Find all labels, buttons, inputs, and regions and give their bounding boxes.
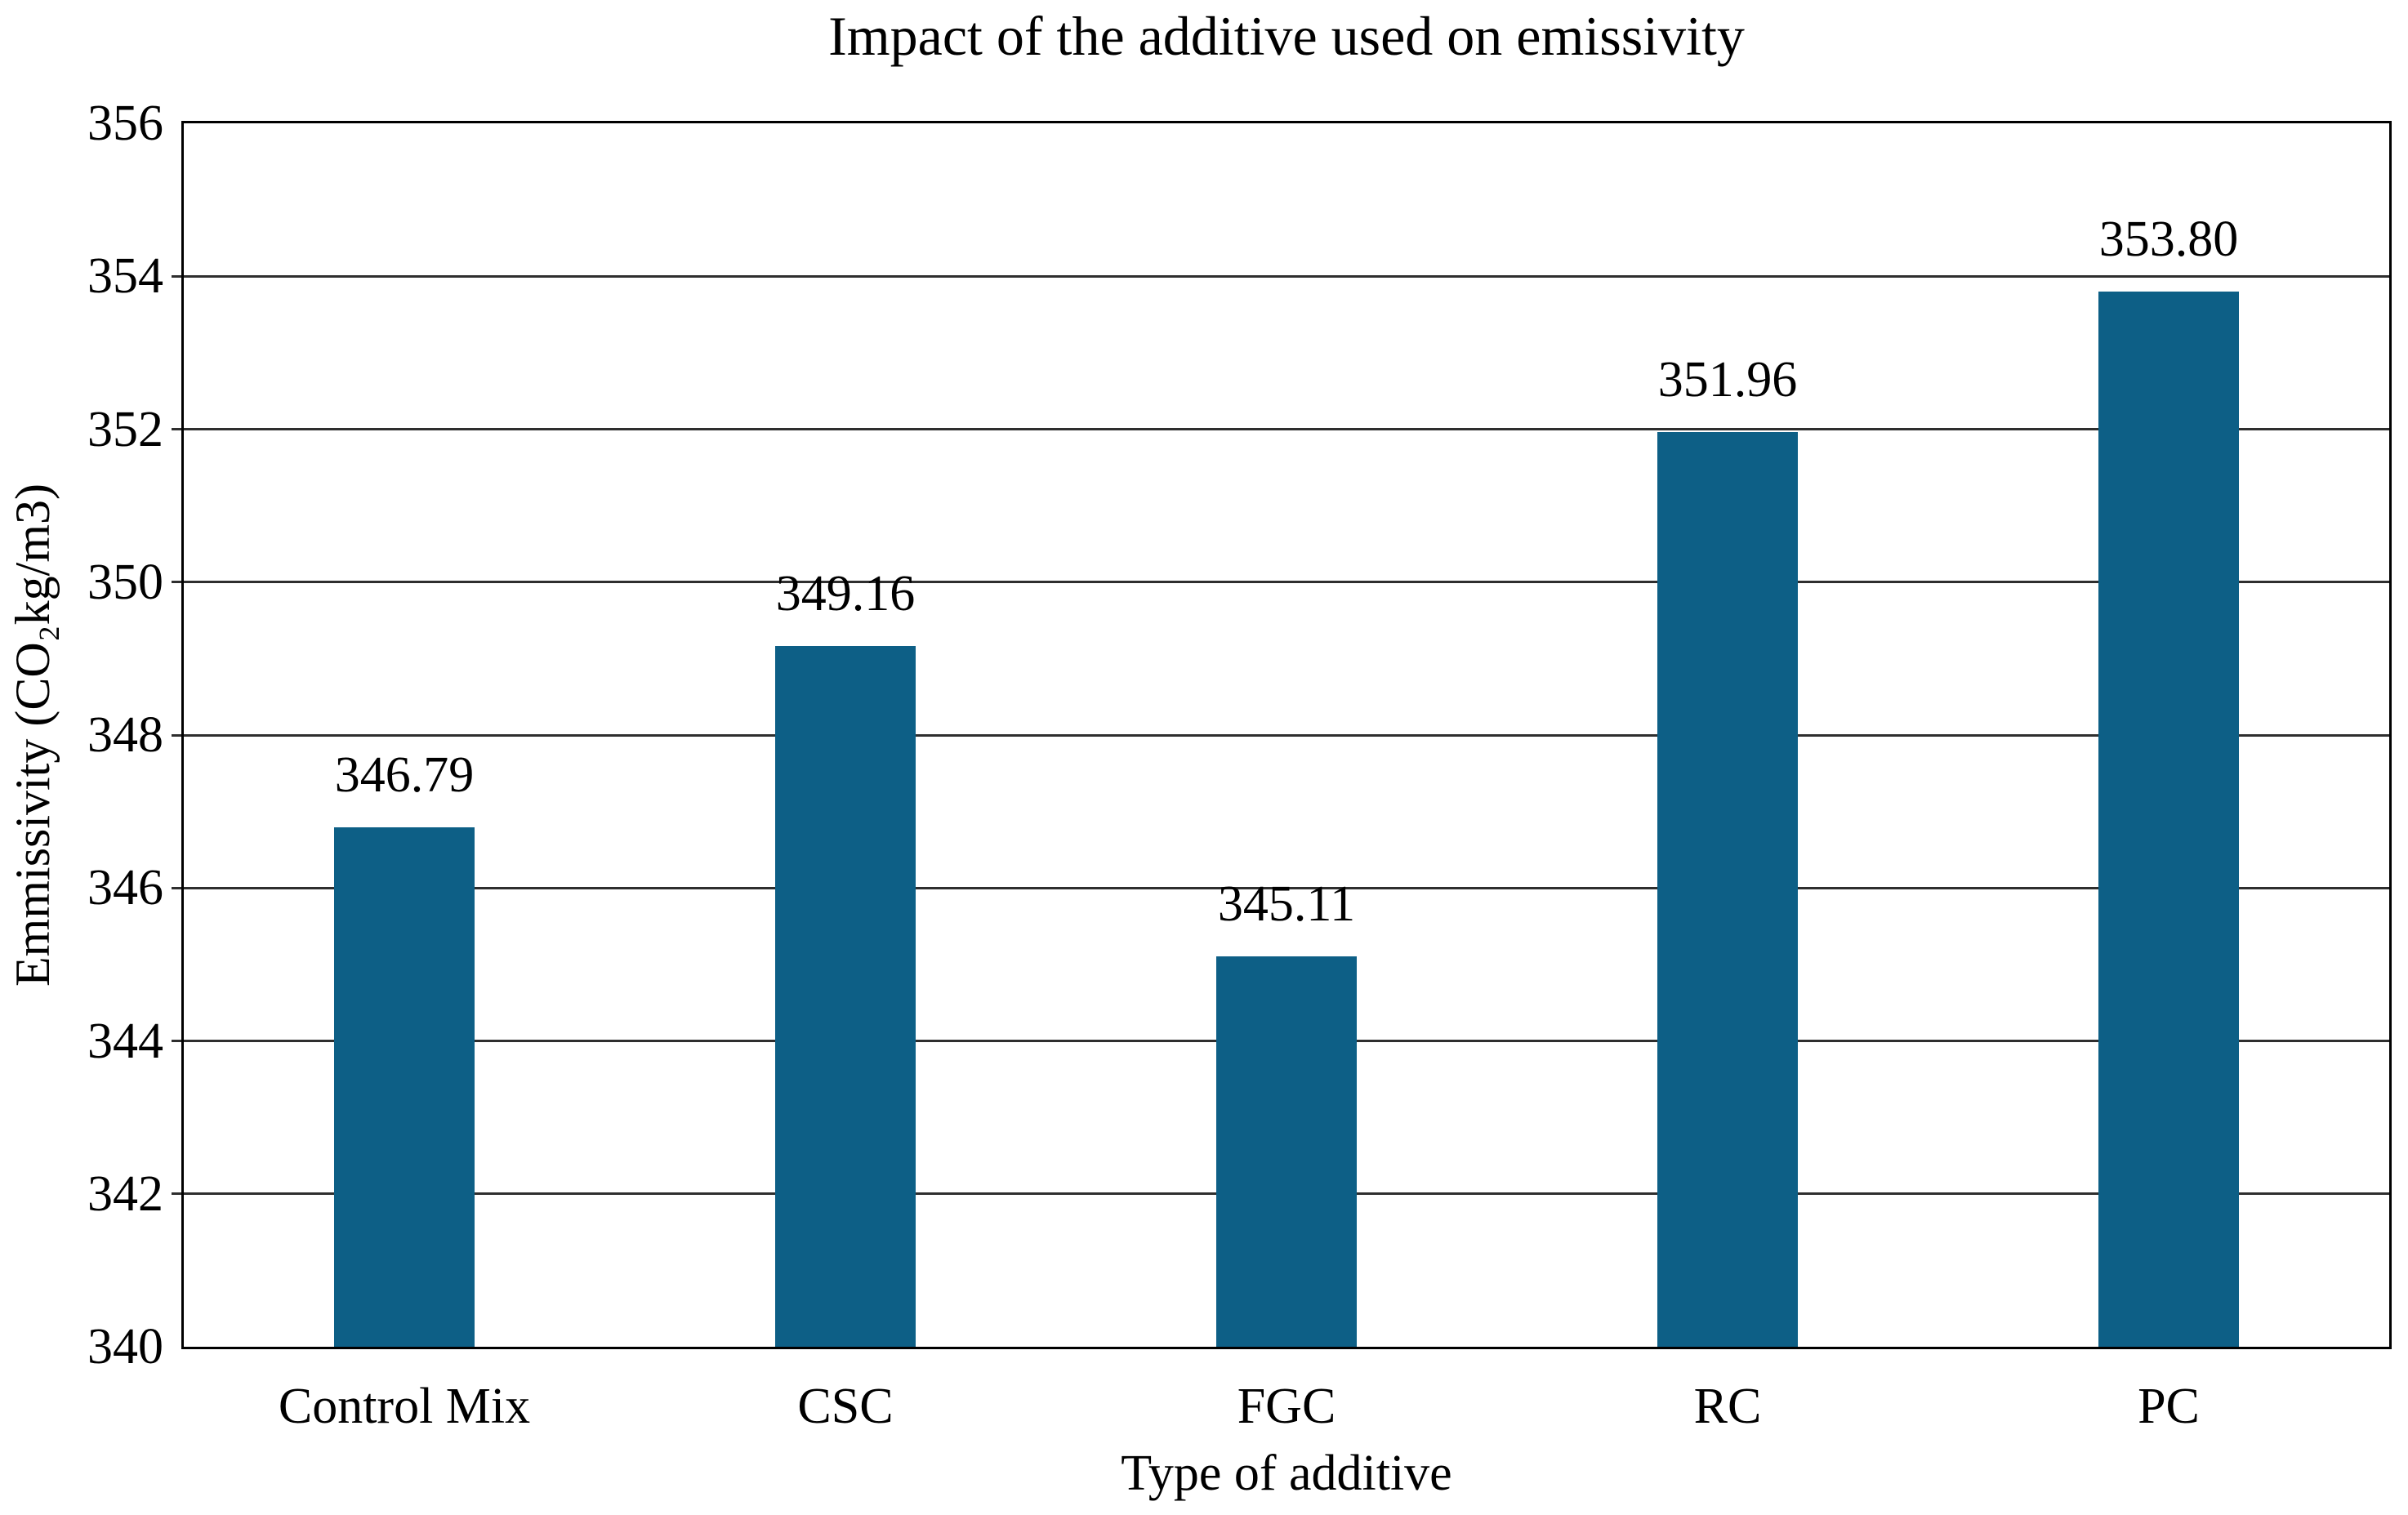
y-axis-tick-mark — [172, 581, 181, 584]
y-tick-label: 356 — [87, 96, 163, 151]
y-axis-tick-mark — [172, 428, 181, 430]
bar-value-label: 351.96 — [1657, 352, 1798, 408]
y-axis-tick-mark — [172, 1192, 181, 1196]
y-axis-tick-mark — [172, 274, 181, 278]
y-tick-label: 348 — [87, 707, 163, 763]
y-tick-label: 340 — [87, 1319, 163, 1375]
y-tick-label: 342 — [87, 1165, 163, 1222]
gridline — [184, 581, 2389, 584]
y-axis-tick-mark — [172, 733, 181, 737]
x-tick-label: Control Mix — [278, 1379, 531, 1434]
y-tick-label: 346 — [87, 860, 163, 916]
bar-value-label: 346.79 — [334, 747, 475, 804]
gridline — [184, 428, 2389, 430]
x-tick-label: CSC — [797, 1379, 894, 1434]
bar-value-label: 353.80 — [2098, 211, 2239, 267]
x-axis-title: Type of additive — [1121, 1446, 1452, 1501]
y-tick-label: 354 — [87, 248, 163, 305]
chart-title: Impact of the additive used on emissivit… — [828, 5, 1745, 67]
bar — [1216, 956, 1357, 1347]
y-axis-tick-mark — [172, 886, 181, 889]
x-tick-label: PC — [2138, 1379, 2200, 1434]
bar — [334, 827, 475, 1347]
bar-value-label: 345.11 — [1217, 876, 1356, 932]
bar-value-label: 349.16 — [775, 566, 916, 622]
y-tick-label: 344 — [87, 1013, 163, 1069]
y-tick-label: 352 — [87, 401, 163, 457]
bar — [775, 646, 916, 1347]
bar — [1657, 432, 1798, 1347]
y-axis-tick-mark — [172, 1040, 181, 1042]
x-tick-label: FGC — [1237, 1379, 1336, 1434]
x-tick-label: RC — [1693, 1379, 1762, 1434]
gridline — [184, 274, 2389, 278]
y-tick-label: 350 — [87, 554, 163, 610]
gridline — [184, 886, 2389, 889]
plot-area: 346.79 349.16 345.11 351.96 353.80 — [172, 121, 2392, 1349]
bar — [2098, 291, 2239, 1347]
gridline — [184, 733, 2389, 737]
